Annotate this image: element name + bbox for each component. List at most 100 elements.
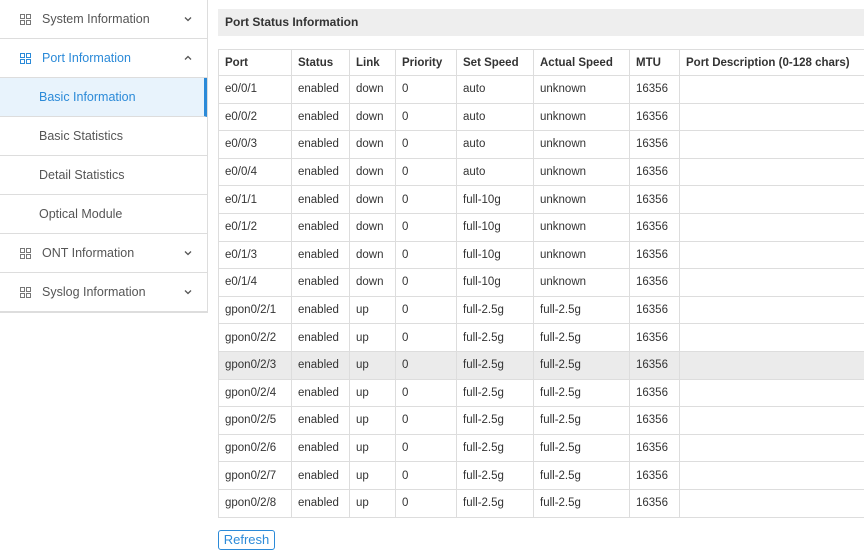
table-cell: down (349, 268, 396, 297)
table-row: gpon0/2/2 enabled up 0 full-2.5g full-2.5g 163… (218, 323, 864, 352)
table-cell: down (349, 75, 396, 104)
table-cell: enabled (291, 102, 350, 132)
column-header: Port Description (0-128 chars) (679, 49, 864, 76)
menu-item[interactable]: Syslog Information (0, 273, 207, 312)
table-cell: 0 (395, 268, 457, 297)
table-cell: gpon0/2/2 (218, 323, 292, 352)
table-cell: gpon0/2/7 (218, 461, 292, 490)
table-cell: 16356 (629, 212, 680, 242)
table-cell: full-2.5g (456, 378, 534, 408)
menu-item[interactable]: Basic Statistics (0, 117, 207, 156)
table-cell (679, 323, 864, 352)
table-cell: up (349, 488, 396, 518)
menu-item[interactable]: System Information (0, 0, 207, 39)
table-cell: 0 (395, 157, 457, 187)
menu-item[interactable]: ONT Information (0, 234, 207, 273)
menu-item[interactable]: Detail Statistics (0, 156, 207, 195)
table-cell (679, 102, 864, 132)
table-cell: full-2.5g (533, 406, 630, 435)
table-cell: 0 (395, 130, 457, 159)
table-cell: 16356 (629, 461, 680, 490)
table-cell: 0 (395, 102, 457, 132)
table-cell: up (349, 378, 396, 408)
column-header: Port (218, 49, 292, 76)
menu-icon (20, 53, 31, 64)
table-cell (679, 295, 864, 325)
table-row: e0/0/3 enabled down 0 auto unknown 16356 (218, 130, 864, 159)
table-cell: 0 (395, 406, 457, 435)
table-cell: 0 (395, 185, 457, 214)
table-cell: down (349, 212, 396, 242)
table-cell: full-10g (456, 212, 534, 242)
table-cell: 0 (395, 433, 457, 463)
table-cell: up (349, 323, 396, 352)
table-cell (679, 461, 864, 490)
table-cell: e0/0/2 (218, 102, 292, 132)
table-cell: full-2.5g (533, 350, 630, 380)
panel-title: Port Status Information (218, 9, 864, 36)
table-cell: e0/0/1 (218, 75, 292, 104)
menu-icon (20, 287, 31, 298)
column-header: Priority (395, 49, 457, 76)
table-cell: up (349, 295, 396, 325)
table-cell: full-2.5g (533, 433, 630, 463)
table-cell: 16356 (629, 268, 680, 297)
table-cell (679, 406, 864, 435)
table-cell: down (349, 130, 396, 159)
table-cell: e0/1/1 (218, 185, 292, 214)
table-cell: enabled (291, 185, 350, 214)
table-row: gpon0/2/5 enabled up 0 full-2.5g full-2.5g 163… (218, 406, 864, 435)
table-cell: full-10g (456, 240, 534, 270)
table-row: e0/0/4 enabled down 0 auto unknown 16356 (218, 157, 864, 187)
table-cell: enabled (291, 461, 350, 490)
table-cell: enabled (291, 130, 350, 159)
table-cell: full-2.5g (456, 350, 534, 380)
menu-icon (20, 14, 31, 25)
table-cell: unknown (533, 75, 630, 104)
table-cell (679, 378, 864, 408)
column-header: Actual Speed (533, 49, 630, 76)
table-cell: 0 (395, 323, 457, 352)
table-cell: auto (456, 157, 534, 187)
table-cell: e0/0/3 (218, 130, 292, 159)
table-cell: 16356 (629, 295, 680, 325)
table-cell: 0 (395, 350, 457, 380)
table-cell: unknown (533, 212, 630, 242)
table-cell: e0/0/4 (218, 157, 292, 187)
table-cell: unknown (533, 268, 630, 297)
table-cell (679, 433, 864, 463)
table-cell: 16356 (629, 240, 680, 270)
table-row: gpon0/2/4 enabled up 0 full-2.5g full-2.5g 163… (218, 378, 864, 408)
table-cell: enabled (291, 406, 350, 435)
menu-item[interactable]: Port Information (0, 39, 207, 78)
table-cell: auto (456, 102, 534, 132)
column-header: Link (349, 49, 396, 76)
table-cell: 16356 (629, 102, 680, 132)
table-cell (679, 185, 864, 214)
table-cell (679, 130, 864, 159)
menu-label: Basic Information (39, 90, 136, 104)
refresh-button[interactable]: Refresh (218, 530, 275, 550)
menu-label: Detail Statistics (39, 168, 125, 182)
table-cell: up (349, 433, 396, 463)
table-cell: enabled (291, 378, 350, 408)
table-cell: down (349, 185, 396, 214)
table-cell: enabled (291, 240, 350, 270)
menu-label: Syslog Information (42, 285, 146, 299)
menu-item[interactable]: Optical Module (0, 195, 207, 234)
table-cell: enabled (291, 75, 350, 104)
table-cell: 0 (395, 212, 457, 242)
table-cell: full-2.5g (456, 406, 534, 435)
table-row: e0/0/2 enabled down 0 auto unknown 16356 (218, 102, 864, 132)
table-cell: e0/1/3 (218, 240, 292, 270)
table-cell: full-2.5g (456, 488, 534, 518)
table-cell: gpon0/2/1 (218, 295, 292, 325)
table-cell: 0 (395, 75, 457, 104)
table-cell (679, 240, 864, 270)
table-cell: auto (456, 75, 534, 104)
chevron (184, 251, 192, 256)
menu-item[interactable]: Basic Information (0, 78, 207, 117)
table-cell: up (349, 461, 396, 490)
table-cell (679, 212, 864, 242)
table-cell: gpon0/2/5 (218, 406, 292, 435)
